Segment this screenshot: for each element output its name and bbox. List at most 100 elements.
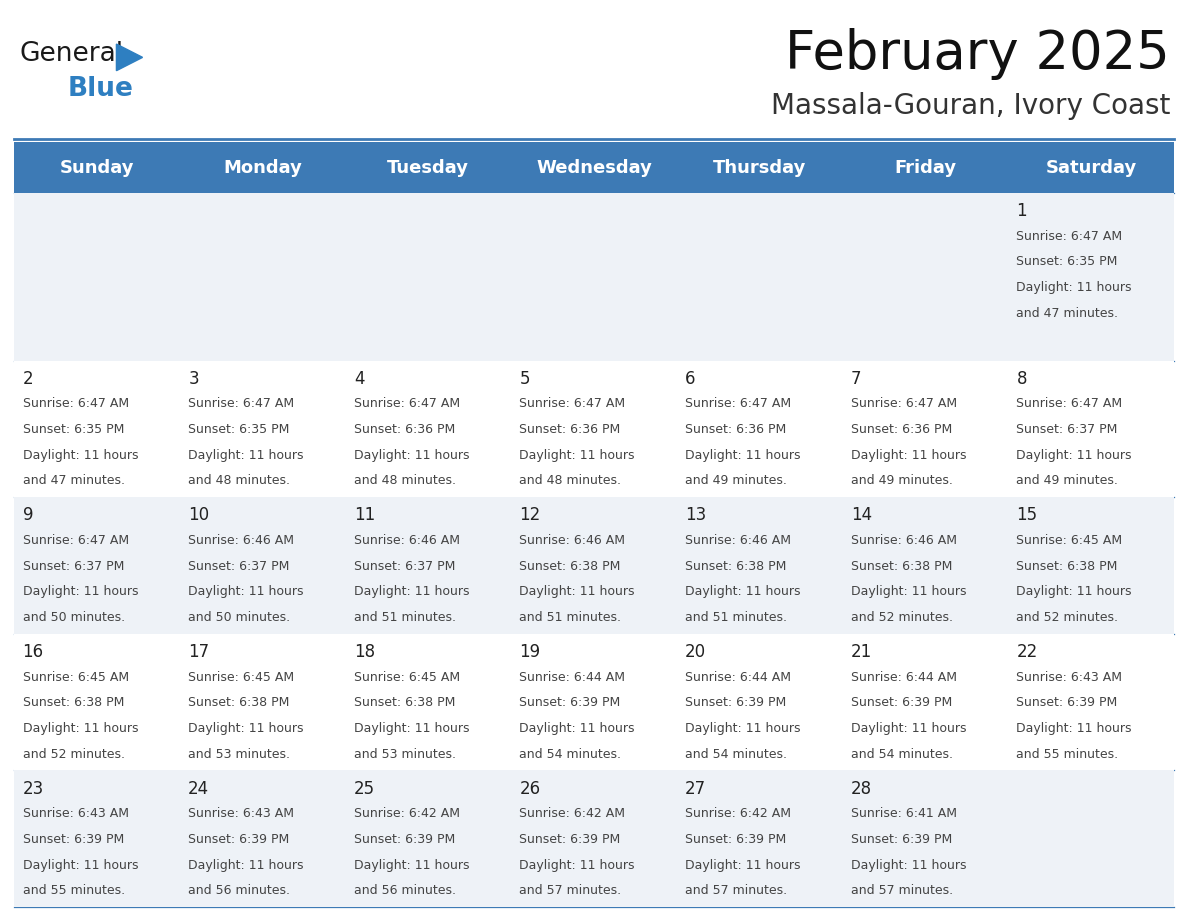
- Text: Sunset: 6:39 PM: Sunset: 6:39 PM: [851, 833, 952, 845]
- Text: Daylight: 11 hours: Daylight: 11 hours: [851, 858, 966, 871]
- Text: Sunset: 6:36 PM: Sunset: 6:36 PM: [685, 423, 786, 436]
- Text: Sunrise: 6:43 AM: Sunrise: 6:43 AM: [188, 807, 295, 820]
- Text: Sunrise: 6:44 AM: Sunrise: 6:44 AM: [851, 670, 956, 684]
- Text: Sunset: 6:39 PM: Sunset: 6:39 PM: [23, 833, 124, 845]
- Text: 13: 13: [685, 507, 707, 524]
- Text: Sunset: 6:39 PM: Sunset: 6:39 PM: [1017, 696, 1118, 710]
- Text: Thursday: Thursday: [713, 159, 807, 176]
- Text: Sunset: 6:36 PM: Sunset: 6:36 PM: [354, 423, 455, 436]
- Text: Sunrise: 6:44 AM: Sunrise: 6:44 AM: [685, 670, 791, 684]
- Text: 16: 16: [23, 643, 44, 661]
- Text: Sunset: 6:39 PM: Sunset: 6:39 PM: [519, 833, 621, 845]
- Text: Daylight: 11 hours: Daylight: 11 hours: [188, 586, 304, 599]
- Text: Sunrise: 6:47 AM: Sunrise: 6:47 AM: [188, 397, 295, 410]
- Text: Daylight: 11 hours: Daylight: 11 hours: [851, 722, 966, 735]
- Text: Tuesday: Tuesday: [387, 159, 469, 176]
- Text: Wednesday: Wednesday: [536, 159, 652, 176]
- Text: and 47 minutes.: and 47 minutes.: [1017, 307, 1118, 319]
- Text: Sunrise: 6:43 AM: Sunrise: 6:43 AM: [23, 807, 128, 820]
- Text: and 49 minutes.: and 49 minutes.: [1017, 475, 1118, 487]
- Text: Sunrise: 6:47 AM: Sunrise: 6:47 AM: [354, 397, 460, 410]
- Text: 12: 12: [519, 507, 541, 524]
- Text: 2: 2: [23, 370, 33, 387]
- Text: Sunset: 6:39 PM: Sunset: 6:39 PM: [188, 833, 290, 845]
- Text: Sunrise: 6:45 AM: Sunrise: 6:45 AM: [354, 670, 460, 684]
- Text: Sunrise: 6:47 AM: Sunrise: 6:47 AM: [23, 397, 128, 410]
- Text: Daylight: 11 hours: Daylight: 11 hours: [1017, 281, 1132, 294]
- Text: Sunset: 6:39 PM: Sunset: 6:39 PM: [354, 833, 455, 845]
- Text: Daylight: 11 hours: Daylight: 11 hours: [519, 449, 636, 462]
- Text: Sunrise: 6:42 AM: Sunrise: 6:42 AM: [519, 807, 626, 820]
- Text: Sunrise: 6:46 AM: Sunrise: 6:46 AM: [685, 534, 791, 547]
- Text: 3: 3: [188, 370, 198, 387]
- Text: and 52 minutes.: and 52 minutes.: [851, 611, 953, 624]
- Text: Sunrise: 6:45 AM: Sunrise: 6:45 AM: [1017, 534, 1123, 547]
- Text: and 48 minutes.: and 48 minutes.: [354, 475, 456, 487]
- Text: 15: 15: [1017, 507, 1037, 524]
- Text: Daylight: 11 hours: Daylight: 11 hours: [685, 858, 801, 871]
- Text: Daylight: 11 hours: Daylight: 11 hours: [685, 722, 801, 735]
- Text: Sunrise: 6:46 AM: Sunrise: 6:46 AM: [188, 534, 295, 547]
- Text: Sunset: 6:35 PM: Sunset: 6:35 PM: [1017, 255, 1118, 268]
- Text: Daylight: 11 hours: Daylight: 11 hours: [354, 722, 469, 735]
- Text: and 57 minutes.: and 57 minutes.: [519, 884, 621, 897]
- Text: 17: 17: [188, 643, 209, 661]
- Text: and 52 minutes.: and 52 minutes.: [1017, 611, 1118, 624]
- Text: Daylight: 11 hours: Daylight: 11 hours: [23, 449, 138, 462]
- Text: 21: 21: [851, 643, 872, 661]
- Text: February 2025: February 2025: [785, 28, 1170, 80]
- Text: Daylight: 11 hours: Daylight: 11 hours: [519, 586, 636, 599]
- Text: Daylight: 11 hours: Daylight: 11 hours: [354, 449, 469, 462]
- Text: and 57 minutes.: and 57 minutes.: [685, 884, 788, 897]
- Text: 20: 20: [685, 643, 706, 661]
- Text: Friday: Friday: [895, 159, 956, 176]
- Text: 5: 5: [519, 370, 530, 387]
- Text: Sunset: 6:38 PM: Sunset: 6:38 PM: [851, 560, 952, 573]
- Text: Sunset: 6:39 PM: Sunset: 6:39 PM: [851, 696, 952, 710]
- Text: and 54 minutes.: and 54 minutes.: [851, 747, 953, 761]
- Text: 25: 25: [354, 779, 375, 798]
- Text: Sunrise: 6:45 AM: Sunrise: 6:45 AM: [23, 670, 128, 684]
- Text: 23: 23: [23, 779, 44, 798]
- Text: Monday: Monday: [223, 159, 302, 176]
- Text: 18: 18: [354, 643, 375, 661]
- Text: and 49 minutes.: and 49 minutes.: [851, 475, 953, 487]
- Text: Sunrise: 6:41 AM: Sunrise: 6:41 AM: [851, 807, 956, 820]
- Text: Sunset: 6:39 PM: Sunset: 6:39 PM: [519, 696, 621, 710]
- Text: and 55 minutes.: and 55 minutes.: [23, 884, 125, 897]
- Text: and 57 minutes.: and 57 minutes.: [851, 884, 953, 897]
- Text: Sunrise: 6:46 AM: Sunrise: 6:46 AM: [519, 534, 626, 547]
- Text: Sunrise: 6:45 AM: Sunrise: 6:45 AM: [188, 670, 295, 684]
- Text: and 48 minutes.: and 48 minutes.: [519, 475, 621, 487]
- Text: and 50 minutes.: and 50 minutes.: [23, 611, 125, 624]
- Text: Sunset: 6:35 PM: Sunset: 6:35 PM: [188, 423, 290, 436]
- Text: Sunset: 6:39 PM: Sunset: 6:39 PM: [685, 833, 786, 845]
- Text: and 51 minutes.: and 51 minutes.: [354, 611, 456, 624]
- Text: Sunset: 6:37 PM: Sunset: 6:37 PM: [23, 560, 124, 573]
- Text: and 52 minutes.: and 52 minutes.: [23, 747, 125, 761]
- Text: Daylight: 11 hours: Daylight: 11 hours: [23, 858, 138, 871]
- Text: and 56 minutes.: and 56 minutes.: [354, 884, 456, 897]
- Text: Sunrise: 6:47 AM: Sunrise: 6:47 AM: [685, 397, 791, 410]
- Text: Daylight: 11 hours: Daylight: 11 hours: [354, 858, 469, 871]
- Text: and 48 minutes.: and 48 minutes.: [188, 475, 290, 487]
- Text: Daylight: 11 hours: Daylight: 11 hours: [188, 449, 304, 462]
- Text: 6: 6: [685, 370, 696, 387]
- Text: 22: 22: [1017, 643, 1037, 661]
- Text: Sunrise: 6:47 AM: Sunrise: 6:47 AM: [851, 397, 956, 410]
- Text: Sunrise: 6:47 AM: Sunrise: 6:47 AM: [519, 397, 626, 410]
- Text: 14: 14: [851, 507, 872, 524]
- Text: and 50 minutes.: and 50 minutes.: [188, 611, 290, 624]
- Text: Sunset: 6:39 PM: Sunset: 6:39 PM: [685, 696, 786, 710]
- Text: General: General: [19, 41, 124, 67]
- Text: Sunrise: 6:46 AM: Sunrise: 6:46 AM: [354, 534, 460, 547]
- Text: 28: 28: [851, 779, 872, 798]
- Text: 8: 8: [1017, 370, 1026, 387]
- Text: 9: 9: [23, 507, 33, 524]
- Text: Sunset: 6:37 PM: Sunset: 6:37 PM: [354, 560, 455, 573]
- Text: Massala-Gouran, Ivory Coast: Massala-Gouran, Ivory Coast: [771, 92, 1170, 120]
- Text: Sunrise: 6:47 AM: Sunrise: 6:47 AM: [1017, 230, 1123, 242]
- Text: Sunrise: 6:44 AM: Sunrise: 6:44 AM: [519, 670, 626, 684]
- Text: Daylight: 11 hours: Daylight: 11 hours: [851, 449, 966, 462]
- Text: Sunset: 6:36 PM: Sunset: 6:36 PM: [851, 423, 952, 436]
